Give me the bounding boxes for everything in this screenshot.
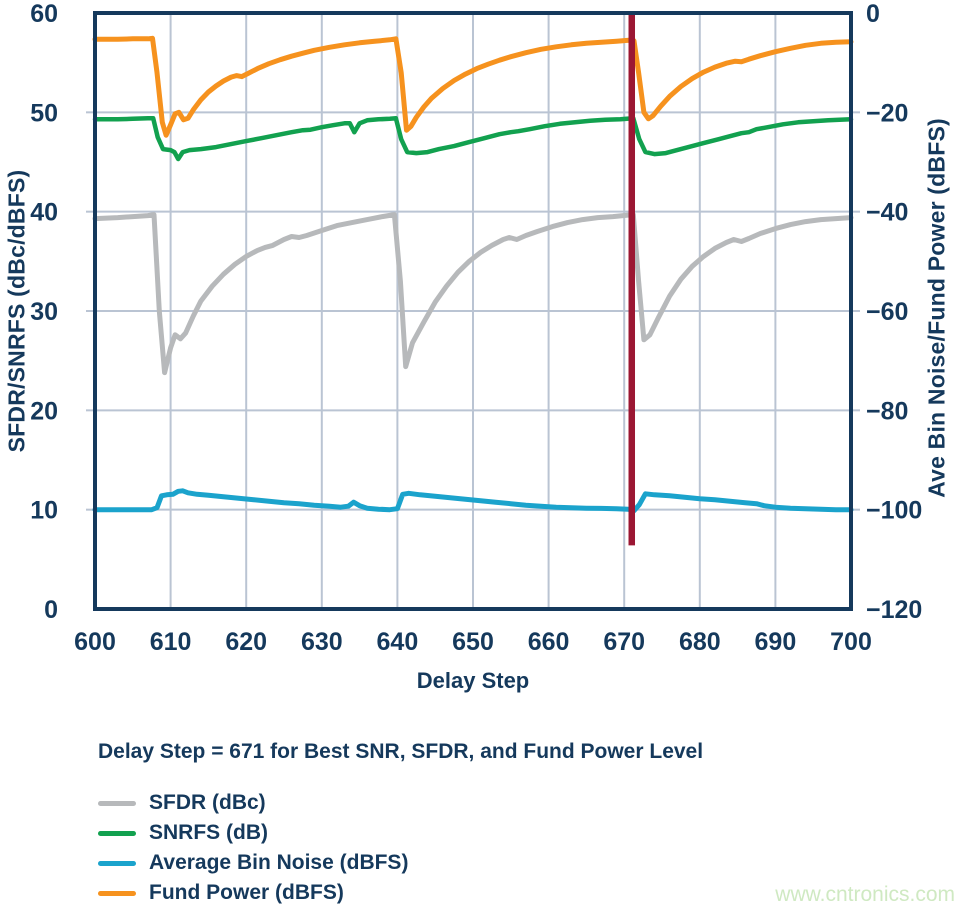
legend-label-snrfs: SNRFS (dB)	[149, 821, 268, 844]
x-axis-tick-label: 670	[603, 628, 645, 656]
x-axis-tick-label: 660	[528, 628, 570, 656]
left-axis-tick-label: 30	[30, 298, 58, 326]
left-axis-tick-label: 10	[30, 497, 58, 525]
left-axis-tick-label: 40	[30, 199, 58, 227]
legend-label-fund-power: Fund Power (dBFS)	[149, 881, 344, 904]
x-axis-tick-label: 630	[301, 628, 343, 656]
x-axis-tick-label: 600	[74, 628, 116, 656]
legend: SFDR (dBc) SNRFS (dB) Average Bin Noise …	[98, 788, 408, 908]
left-axis-tick-label: 60	[30, 0, 58, 28]
right-axis-tick-label: −40	[866, 199, 908, 227]
legend-item-snrfs: SNRFS (dB)	[98, 818, 408, 848]
legend-swatch-avg-bin-noise	[98, 860, 136, 866]
left-axis-tick-label: 0	[44, 596, 58, 624]
x-axis-tick-label: 680	[679, 628, 721, 656]
right-axis-tick-label: −20	[866, 99, 908, 127]
x-axis-tick-label: 690	[755, 628, 797, 656]
legend-swatch-fund-power	[98, 890, 136, 896]
series-line-fund-power-dbfs	[92, 35, 854, 138]
right-axis-tick-label: −80	[866, 397, 908, 425]
x-axis-title: Delay Step	[416, 668, 530, 693]
right-axis-tick-label: −100	[866, 497, 922, 525]
left-axis-tick-label: 20	[30, 397, 58, 425]
legend-item-avg-bin-noise: Average Bin Noise (dBFS)	[98, 848, 408, 878]
watermark: www.cntronics.com	[775, 883, 955, 906]
right-axis-tick-label: 0	[866, 0, 880, 28]
legend-label-avg-bin-noise: Average Bin Noise (dBFS)	[149, 851, 409, 874]
legend-swatch-snrfs	[98, 830, 136, 836]
right-axis-title: Ave Bin Noise/Fund Power (dBFS)	[923, 118, 950, 498]
right-axis-tick-label: −60	[866, 298, 908, 326]
x-axis-tick-label: 650	[452, 628, 494, 656]
left-axis-tick-label: 50	[30, 99, 58, 127]
legend-label-sfdr: SFDR (dBc)	[149, 791, 266, 814]
right-axis-tick-label: −120	[866, 596, 922, 624]
legend-item-fund-power: Fund Power (dBFS)	[98, 878, 408, 908]
x-axis-tick-label: 700	[830, 628, 872, 656]
legend-item-sfdr: SFDR (dBc)	[98, 788, 408, 818]
series-line-sfdr-dbc	[92, 212, 854, 376]
series-line-snrfs-db	[92, 116, 854, 162]
left-axis-title: SFDR/SNRFS (dBc/dBFS)	[3, 169, 30, 453]
legend-swatch-sfdr	[98, 800, 136, 806]
x-axis-tick-label: 620	[225, 628, 267, 656]
plot-frame	[93, 11, 853, 611]
x-axis-tick-label: 640	[377, 628, 419, 656]
x-axis-tick-label: 610	[150, 628, 192, 656]
series-line-average-bin-noise-dbfs	[92, 488, 854, 514]
caption: Delay Step = 671 for Best SNR, SFDR, and…	[98, 740, 704, 763]
